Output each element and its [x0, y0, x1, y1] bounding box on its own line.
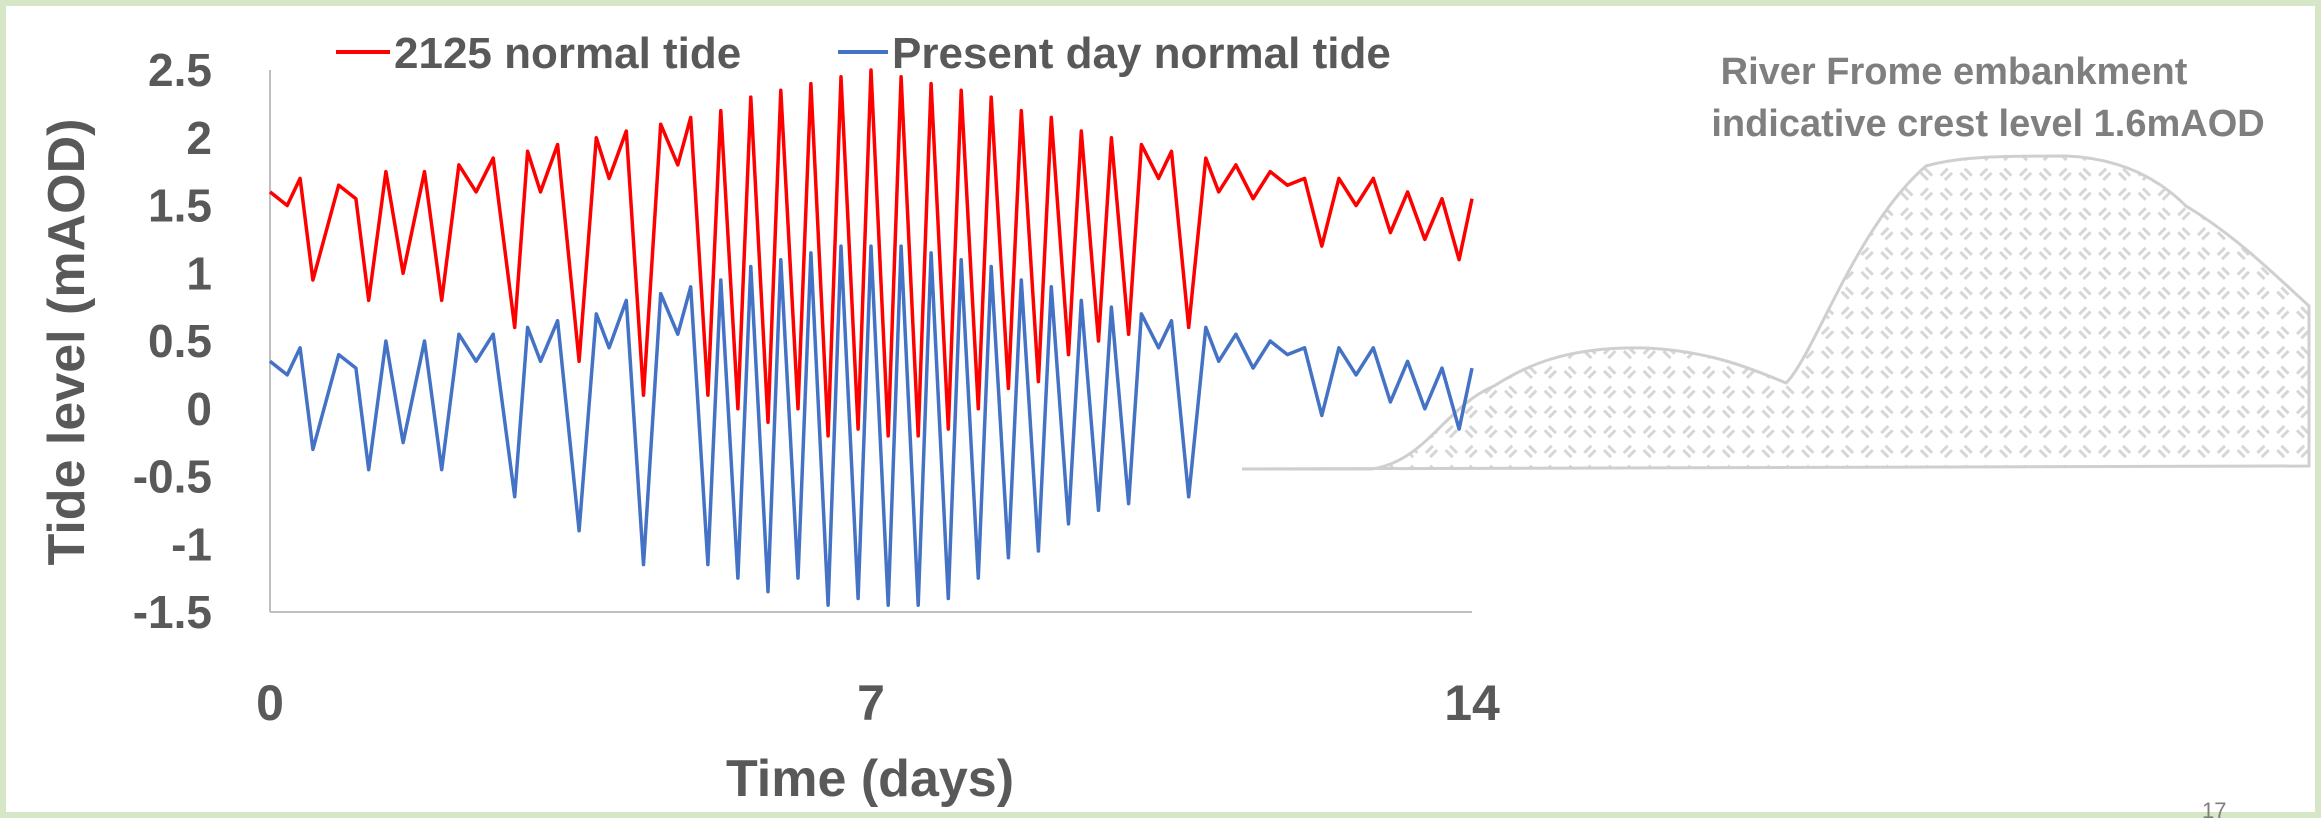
y-tick-label: 1.5 [148, 180, 212, 232]
y-tick-label: -1 [171, 518, 212, 570]
y-tick-label: 2.5 [148, 44, 212, 96]
annotation-line-2: indicative crest level 1.6mAOD [1711, 103, 2264, 145]
y-axis-title: Tide level (mAOD) [38, 119, 96, 566]
legend-label-2125: 2125 normal tide [394, 29, 741, 78]
series-line-2125 [268, 68, 1474, 438]
series-line-present-day [268, 244, 1474, 607]
y-tick-label: 0.5 [148, 315, 212, 367]
embankment-illustration [1241, 154, 2311, 471]
legend: 2125 normal tide Present day normal tide [336, 29, 1391, 78]
slide-number: 17 [2202, 798, 2227, 823]
y-tick-label: 1 [186, 247, 212, 299]
x-axis-title: Time (days) [726, 750, 1014, 808]
y-tick-label: -1.5 [133, 586, 212, 638]
annotation-line-1: River Frome embankment [1721, 51, 2188, 93]
x-tick-label: 7 [857, 675, 885, 731]
x-tick-label: 14 [1444, 675, 1500, 731]
y-tick-label: -0.5 [133, 451, 212, 503]
tide-chart: 2.5 2 1.5 1 0.5 0 -0.5 -1 -1.5 0 7 14 Tide level (… [38, 29, 2311, 808]
y-tick-label: 2 [186, 112, 212, 164]
legend-label-present: Present day normal tide [892, 29, 1391, 78]
x-tick-label: 0 [256, 675, 284, 731]
y-tick-label: 0 [186, 383, 212, 435]
